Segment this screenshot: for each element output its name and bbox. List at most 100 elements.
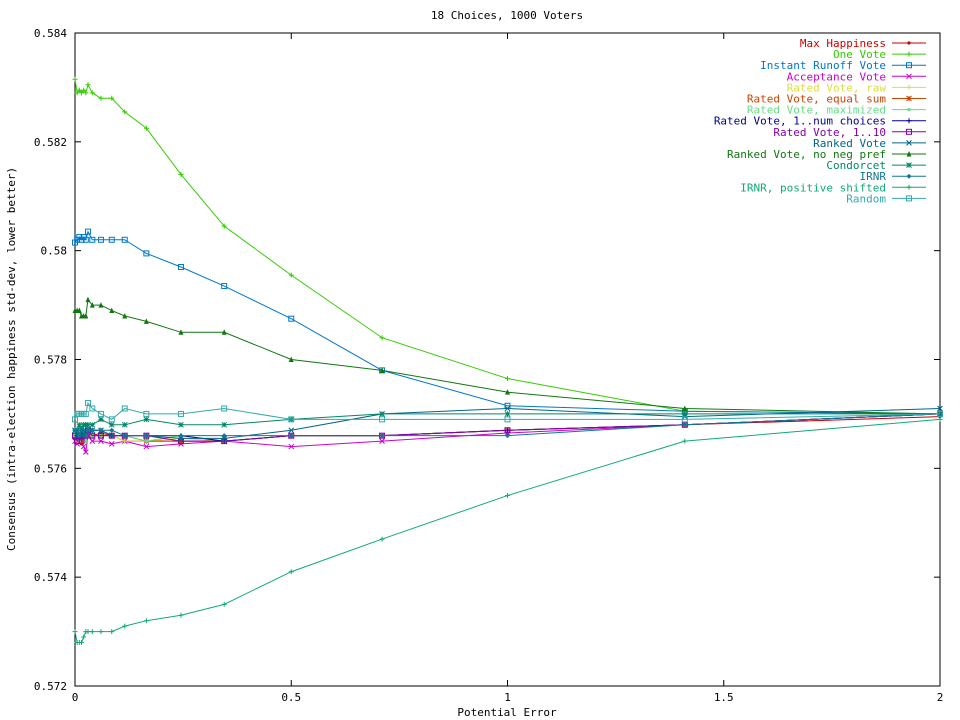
- data-point: [85, 421, 91, 428]
- data-point: [89, 421, 96, 428]
- data-point: [143, 410, 150, 417]
- data-point: [109, 95, 115, 101]
- data-point: [177, 263, 184, 270]
- data-point: [144, 439, 148, 443]
- data-point: [98, 629, 104, 635]
- data-point: [98, 302, 104, 308]
- data-point: [80, 443, 87, 450]
- data-point: [143, 433, 149, 439]
- data-point: [74, 90, 80, 96]
- legend-entry: Max Happiness: [800, 37, 926, 50]
- data-point: [109, 629, 115, 635]
- data-point: [906, 173, 912, 179]
- data-point: [906, 84, 912, 90]
- data-point: [122, 623, 128, 629]
- data-point: [84, 439, 88, 443]
- data-point: [681, 416, 688, 423]
- x-tick-label: 0.5: [281, 691, 301, 704]
- data-point: [98, 416, 104, 423]
- data-point: [89, 629, 95, 635]
- data-point: [221, 405, 228, 412]
- data-point: [108, 416, 115, 423]
- data-point: [379, 411, 385, 417]
- data-point: [122, 433, 128, 439]
- data-point: [97, 432, 104, 439]
- x-tick-label: 1: [504, 691, 511, 704]
- legend-label: Max Happiness: [800, 37, 886, 50]
- legend-entry: Instant Runoff Vote: [760, 59, 926, 72]
- legend-label: IRNR: [860, 170, 887, 183]
- data-point: [143, 250, 150, 257]
- x-tick-label: 0: [72, 691, 79, 704]
- data-point: [504, 405, 511, 412]
- data-point: [108, 432, 115, 439]
- data-point: [221, 433, 227, 439]
- legend-label: Ranked Vote: [813, 137, 886, 150]
- data-point: [97, 236, 104, 243]
- data-point: [81, 634, 87, 640]
- data-point: [81, 427, 87, 433]
- data-point: [81, 87, 87, 93]
- data-point: [98, 427, 104, 433]
- series-12: [72, 411, 943, 439]
- series-line: [74, 230, 941, 415]
- y-tick-label: 0.584: [34, 27, 67, 40]
- legend-label: Condorcet: [826, 159, 886, 172]
- data-point: [379, 416, 386, 423]
- data-point: [121, 421, 128, 428]
- data-point: [122, 438, 128, 444]
- y-axis: 0.572 0.574 0.576 0.578 0.58 0.582 0.584: [34, 27, 940, 693]
- data-point: [682, 422, 688, 428]
- data-point: [379, 433, 385, 439]
- data-point: [906, 184, 912, 190]
- data-point: [84, 228, 91, 235]
- data-point: [288, 356, 294, 362]
- data-point: [85, 629, 91, 635]
- chart-title: 18 Choices, 1000 Voters: [431, 9, 583, 22]
- data-point: [82, 236, 89, 243]
- data-point: [288, 433, 294, 439]
- data-point: [121, 236, 128, 243]
- x-axis: 0 0.5 1 1.5 2: [72, 33, 944, 704]
- series-layer: [72, 76, 943, 645]
- legend-entry: IRNR: [860, 170, 926, 183]
- x-tick-label: 1.5: [714, 691, 734, 704]
- data-point: [178, 433, 184, 439]
- data-point: [109, 427, 115, 433]
- data-point: [906, 62, 912, 69]
- data-point: [74, 427, 80, 433]
- series-line: [75, 298, 941, 415]
- series-2: [72, 228, 943, 417]
- legend-entry: IRNR, positive shifted: [740, 181, 926, 194]
- legend-label: Rated Vote, raw: [787, 81, 887, 94]
- data-point: [221, 329, 227, 335]
- y-tick-label: 0.582: [34, 136, 67, 149]
- data-point: [89, 302, 95, 308]
- data-point: [178, 329, 184, 335]
- y-tick-label: 0.576: [34, 462, 67, 475]
- y-axis-label: Consensus (intra-election happiness std-…: [5, 167, 18, 551]
- data-point: [178, 171, 184, 177]
- legend-label: Random: [846, 192, 886, 205]
- data-point: [83, 433, 89, 439]
- data-point: [83, 90, 89, 96]
- data-point: [221, 601, 227, 607]
- legend-entry: Rated Vote, raw: [787, 81, 926, 94]
- data-point: [379, 335, 385, 341]
- data-point: [505, 493, 510, 499]
- x-tick-label: 2: [937, 691, 944, 704]
- data-point: [505, 433, 510, 439]
- data-point: [89, 405, 96, 412]
- data-point: [288, 416, 295, 423]
- data-point: [379, 536, 385, 542]
- legend-entry: Rated Vote, 1..num choices: [714, 115, 926, 128]
- data-point: [504, 411, 511, 417]
- data-point: [76, 307, 82, 314]
- legend-entry: Ranked Vote: [813, 137, 926, 150]
- legend-entry: Rated Vote, maximized: [747, 104, 926, 117]
- data-point: [505, 376, 510, 382]
- data-point: [221, 435, 228, 442]
- legend-entry: Acceptance Vote: [787, 70, 926, 83]
- legend-label: Rated Vote, 1..num choices: [714, 115, 886, 128]
